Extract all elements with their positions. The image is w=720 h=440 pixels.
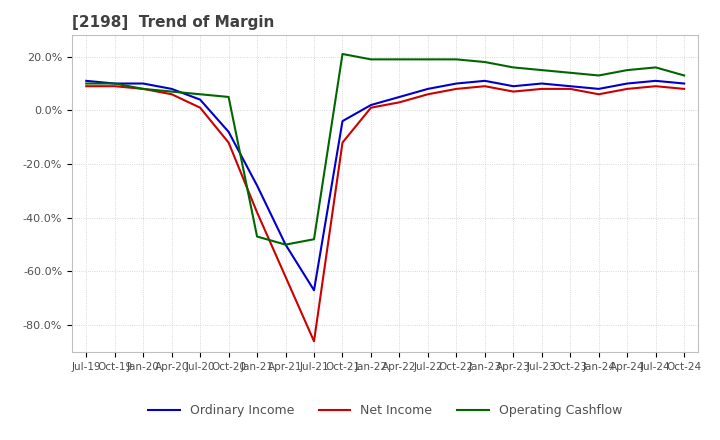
Text: [2198]  Trend of Margin: [2198] Trend of Margin (72, 15, 274, 30)
Ordinary Income (423, 86, 432, 92)
Operating Cashflow (480, 59, 489, 65)
Ordinary Income (509, 84, 518, 89)
Operating Cashflow (566, 70, 575, 75)
Net Income (452, 86, 461, 92)
Operating Cashflow (338, 51, 347, 57)
Ordinary Income (167, 86, 176, 92)
Operating Cashflow (282, 242, 290, 247)
Net Income (139, 86, 148, 92)
Operating Cashflow (167, 89, 176, 94)
Ordinary Income (537, 81, 546, 86)
Net Income (196, 105, 204, 110)
Ordinary Income (82, 78, 91, 84)
Net Income (652, 84, 660, 89)
Net Income (595, 92, 603, 97)
Ordinary Income (480, 78, 489, 84)
Net Income (167, 92, 176, 97)
Net Income (680, 86, 688, 92)
Ordinary Income (366, 103, 375, 108)
Net Income (509, 89, 518, 94)
Ordinary Income (566, 84, 575, 89)
Net Income (253, 210, 261, 215)
Ordinary Income (623, 81, 631, 86)
Operating Cashflow (196, 92, 204, 97)
Operating Cashflow (595, 73, 603, 78)
Net Income (310, 339, 318, 344)
Ordinary Income (225, 129, 233, 135)
Operating Cashflow (225, 94, 233, 99)
Operating Cashflow (253, 234, 261, 239)
Ordinary Income (282, 242, 290, 247)
Operating Cashflow (537, 67, 546, 73)
Line: Operating Cashflow: Operating Cashflow (86, 54, 684, 245)
Net Income (423, 92, 432, 97)
Legend: Ordinary Income, Net Income, Operating Cashflow: Ordinary Income, Net Income, Operating C… (143, 400, 627, 422)
Ordinary Income (310, 288, 318, 293)
Operating Cashflow (395, 57, 404, 62)
Ordinary Income (452, 81, 461, 86)
Operating Cashflow (110, 81, 119, 86)
Operating Cashflow (423, 57, 432, 62)
Operating Cashflow (452, 57, 461, 62)
Net Income (110, 84, 119, 89)
Ordinary Income (395, 94, 404, 99)
Ordinary Income (338, 118, 347, 124)
Ordinary Income (680, 81, 688, 86)
Net Income (566, 86, 575, 92)
Operating Cashflow (623, 67, 631, 73)
Net Income (225, 140, 233, 145)
Ordinary Income (110, 81, 119, 86)
Operating Cashflow (310, 237, 318, 242)
Operating Cashflow (509, 65, 518, 70)
Ordinary Income (652, 78, 660, 84)
Net Income (480, 84, 489, 89)
Line: Net Income: Net Income (86, 86, 684, 341)
Net Income (282, 274, 290, 279)
Net Income (82, 84, 91, 89)
Ordinary Income (196, 97, 204, 102)
Operating Cashflow (82, 81, 91, 86)
Operating Cashflow (139, 86, 148, 92)
Line: Ordinary Income: Ordinary Income (86, 81, 684, 290)
Ordinary Income (139, 81, 148, 86)
Net Income (366, 105, 375, 110)
Net Income (395, 100, 404, 105)
Ordinary Income (253, 183, 261, 188)
Net Income (623, 86, 631, 92)
Net Income (338, 140, 347, 145)
Net Income (537, 86, 546, 92)
Ordinary Income (595, 86, 603, 92)
Operating Cashflow (366, 57, 375, 62)
Operating Cashflow (652, 65, 660, 70)
Operating Cashflow (680, 73, 688, 78)
